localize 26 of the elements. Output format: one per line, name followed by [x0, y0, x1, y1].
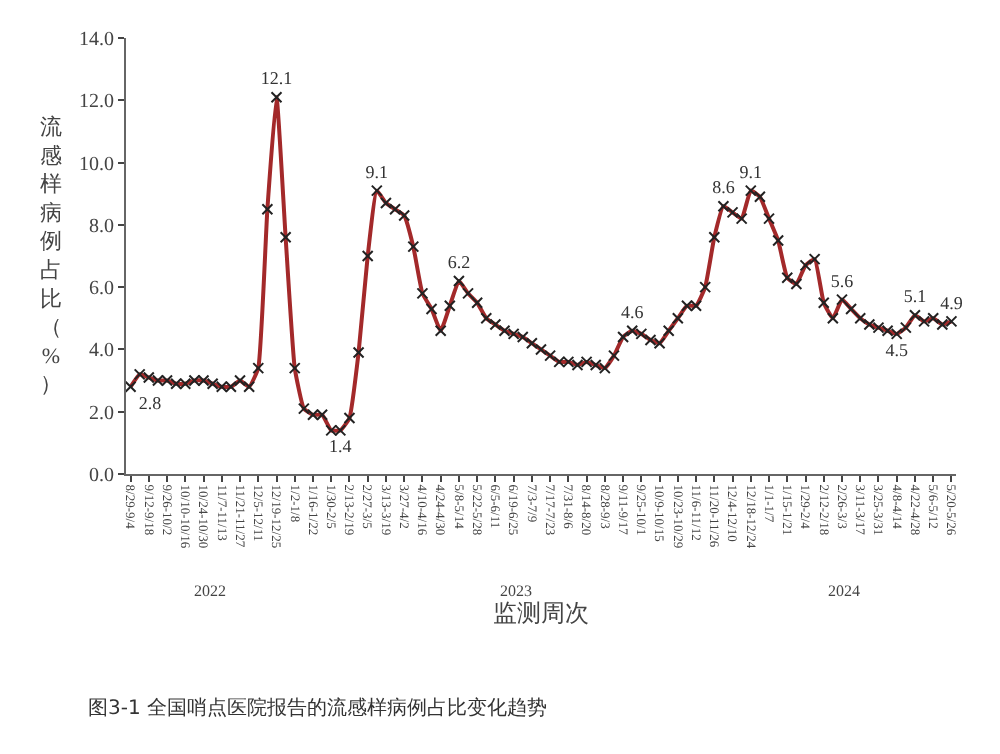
caption: 图3-1 全国哨点医院报告的流感样病例占比变化趋势 — [88, 696, 548, 720]
data-label: 4.5 — [885, 339, 909, 360]
data-label: 2.8 — [138, 392, 163, 413]
y-tick-label: 12.0 — [79, 91, 114, 114]
y-tick-label: 10.0 — [79, 153, 114, 176]
y-tick-label: 4.0 — [89, 340, 114, 363]
y-tick-label: 6.0 — [89, 278, 114, 301]
x-axis-title: 监测周次 — [493, 599, 589, 628]
data-label: 5.6 — [830, 270, 855, 291]
text: 2023 — [500, 582, 532, 600]
data-label: 4.9 — [940, 292, 964, 313]
data-label: 1.4 — [329, 436, 353, 457]
data-label: 6.2 — [447, 252, 471, 273]
data-label: 9.1 — [739, 161, 763, 182]
text: 2024 — [828, 582, 860, 600]
data-label: 12.1 — [260, 68, 293, 89]
data-label: 9.1 — [365, 161, 389, 182]
y-tick-label: 0.0 — [89, 465, 114, 487]
y-tick-label: 2.0 — [89, 402, 114, 425]
data-label: 8.6 — [712, 177, 736, 198]
text: 2022 — [194, 582, 226, 600]
text: 流感样病例占比（%） — [40, 116, 62, 398]
data-label: 5.1 — [903, 286, 927, 307]
y-tick-label: 14.0 — [79, 29, 114, 51]
y-tick-label: 8.0 — [89, 215, 114, 238]
data-label: 4.6 — [620, 301, 645, 322]
